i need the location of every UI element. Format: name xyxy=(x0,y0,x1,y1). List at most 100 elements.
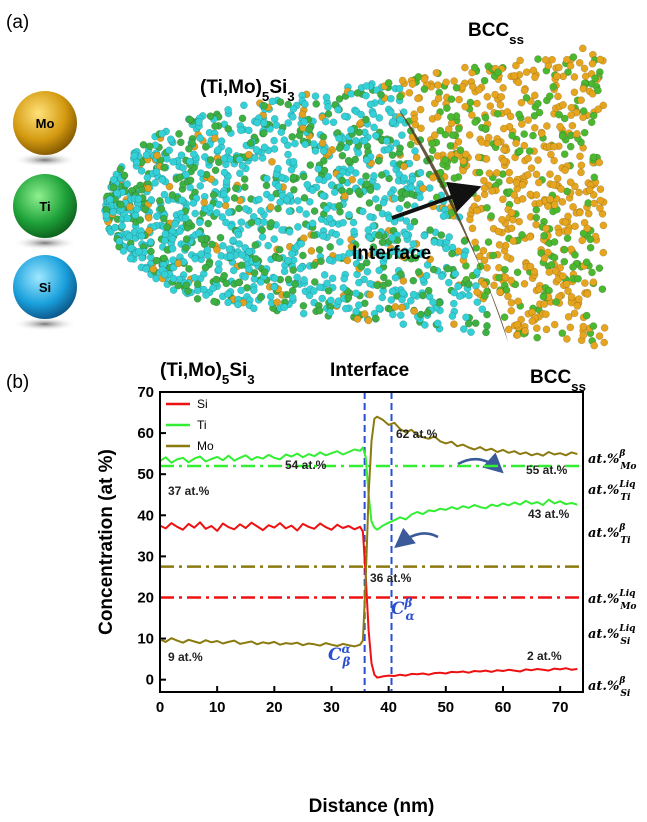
atom xyxy=(289,157,298,166)
atom xyxy=(564,287,572,295)
text-part: β xyxy=(342,655,351,669)
atom xyxy=(186,157,194,166)
atom xyxy=(530,123,539,132)
atom xyxy=(116,165,125,174)
x-tick-label: 50 xyxy=(437,699,454,716)
atom xyxy=(159,214,168,223)
atom xyxy=(275,245,284,254)
atom xyxy=(468,111,476,119)
atom xyxy=(468,82,477,91)
atom xyxy=(490,281,498,290)
atom xyxy=(460,251,469,260)
atom xyxy=(591,74,599,83)
atom xyxy=(267,193,276,202)
atom xyxy=(589,153,598,162)
atom xyxy=(410,217,419,226)
atom xyxy=(546,195,555,204)
atom xyxy=(442,244,450,253)
atom xyxy=(334,105,342,114)
atom xyxy=(212,275,221,284)
atom xyxy=(152,256,161,265)
atom xyxy=(123,214,132,223)
atom xyxy=(185,144,193,153)
y-tick-label: 60 xyxy=(137,425,154,442)
text-part: Ti xyxy=(620,492,631,503)
atom xyxy=(236,169,244,178)
atom xyxy=(550,253,559,262)
atom xyxy=(253,118,262,127)
atom xyxy=(160,254,168,263)
atom xyxy=(375,266,384,275)
atom xyxy=(500,313,509,322)
atom xyxy=(494,227,503,236)
atom xyxy=(390,194,399,203)
atom xyxy=(174,281,183,290)
atom xyxy=(179,164,187,172)
atom xyxy=(181,244,190,252)
atom xyxy=(468,224,477,233)
atom xyxy=(495,273,504,282)
atom xyxy=(545,92,554,101)
x-tick-label: 60 xyxy=(495,699,512,716)
text-part: α xyxy=(342,642,351,656)
atom xyxy=(195,218,204,227)
atom xyxy=(428,139,436,148)
atom xyxy=(224,290,232,298)
atom xyxy=(456,146,465,154)
mo-sphere xyxy=(13,91,77,155)
annotation: 36 at.% xyxy=(370,571,412,585)
atom xyxy=(513,320,522,329)
text-part: α xyxy=(406,609,415,623)
atom xyxy=(354,149,363,157)
atom xyxy=(160,190,169,199)
atom xyxy=(496,288,504,296)
atom xyxy=(147,196,156,204)
atom xyxy=(419,184,428,193)
atom xyxy=(316,283,324,292)
text-part: 5 xyxy=(262,89,270,104)
level-label: at.%Liq Si xyxy=(588,623,636,647)
atom xyxy=(352,307,361,316)
atom xyxy=(449,299,458,308)
atom xyxy=(577,161,586,170)
atom xyxy=(157,204,166,213)
atom xyxy=(430,99,439,108)
atom xyxy=(388,247,397,256)
atom xyxy=(515,147,524,155)
atom xyxy=(358,207,367,216)
atom xyxy=(484,133,493,142)
atom xyxy=(513,331,522,339)
atom xyxy=(448,312,457,320)
atom xyxy=(406,140,415,149)
atom xyxy=(319,232,327,240)
atom xyxy=(151,179,159,187)
atom xyxy=(379,281,388,290)
atom xyxy=(462,313,470,322)
atom xyxy=(245,150,253,159)
atom xyxy=(474,153,483,162)
annotation: 55 at.% xyxy=(526,463,568,477)
atom xyxy=(190,273,199,282)
atom xyxy=(569,53,578,61)
atom xyxy=(257,207,265,215)
atom xyxy=(459,157,468,166)
atom xyxy=(549,180,558,189)
atom xyxy=(137,167,146,175)
atom xyxy=(222,177,231,186)
atom xyxy=(209,191,218,199)
atom xyxy=(588,89,597,98)
atom xyxy=(277,128,286,137)
y-tick-label: 50 xyxy=(137,466,154,483)
atom xyxy=(346,165,355,174)
atom xyxy=(479,246,488,255)
atom xyxy=(412,153,421,162)
atom xyxy=(220,154,229,163)
atom xyxy=(540,231,548,240)
atom xyxy=(375,304,384,313)
atom xyxy=(362,258,371,267)
annotation: 54 at.% xyxy=(285,458,327,472)
atom xyxy=(166,135,175,144)
atom xyxy=(402,217,411,225)
text-part: β xyxy=(618,675,625,686)
atom xyxy=(570,309,579,318)
